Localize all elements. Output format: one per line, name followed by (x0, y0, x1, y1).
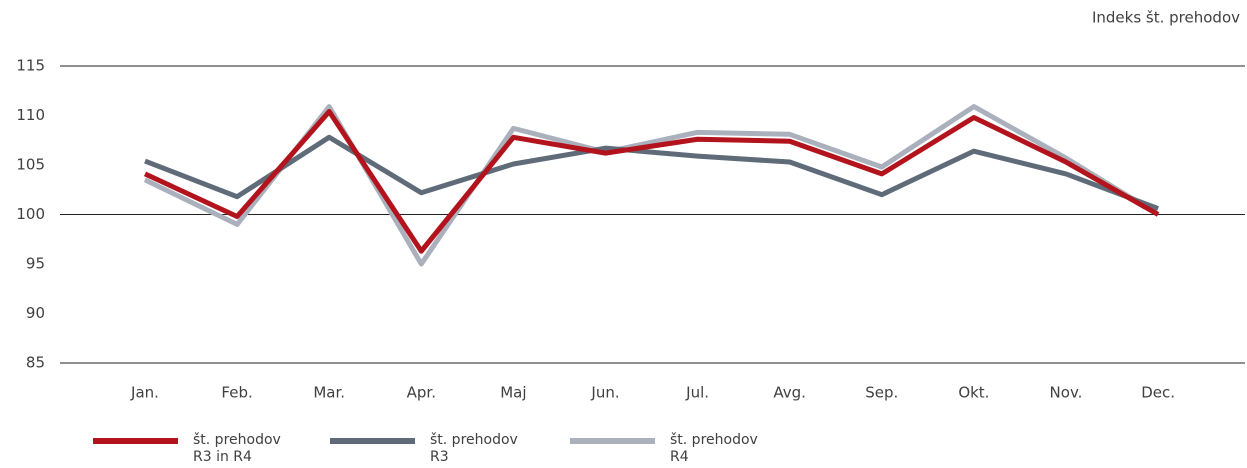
legend-label: št. prehodov R3 in R4 (193, 432, 281, 465)
legend-item: št. prehodov R3 in R4 (93, 432, 303, 466)
legend-swatch (330, 438, 415, 444)
y-tick-label: 115 (16, 57, 45, 75)
y-tick-label: 100 (16, 205, 45, 223)
legend-swatch (570, 438, 655, 444)
x-tick-label: Apr. (407, 384, 436, 402)
x-tick-label: Mar. (313, 384, 345, 402)
x-tick-label: Feb. (221, 384, 252, 402)
x-tick-label: Nov. (1050, 384, 1083, 402)
y-tick-label: 90 (26, 304, 45, 322)
x-tick-label: Jun. (590, 384, 619, 402)
y-tick-label: 85 (26, 354, 45, 372)
legend-item: št. prehodov R3 (330, 432, 540, 466)
x-tick-label: Dec. (1141, 384, 1175, 402)
x-tick-label: Okt. (958, 384, 989, 402)
y-tick-label: 110 (16, 106, 45, 124)
x-tick-label: Jul. (685, 384, 709, 402)
series-line (144, 134, 1159, 211)
series-line (143, 109, 1160, 254)
legend-label: št. prehodov R3 (430, 432, 518, 465)
legend-swatch (93, 438, 178, 444)
y-axis-label: Indeks št. prehodov (1092, 9, 1240, 27)
x-tick-label: Sep. (865, 384, 898, 402)
y-tick-label: 105 (16, 156, 45, 174)
x-tick-label: Avg. (773, 384, 806, 402)
y-tick-label: 95 (26, 255, 45, 273)
x-tick-label: Maj (500, 384, 526, 402)
chart: Indeks št. prehodov 85 90 95 100 105 110 115 Ja… (16, 9, 1245, 402)
x-tick-label: Jan. (130, 384, 159, 402)
legend-label: št. prehodov R4 (670, 432, 758, 465)
legend: št. prehodov R3 in R4 št. prehodov R3 št. … (0, 428, 1247, 468)
series-line (143, 104, 1160, 267)
legend-item: št. prehodov R4 (570, 432, 780, 466)
